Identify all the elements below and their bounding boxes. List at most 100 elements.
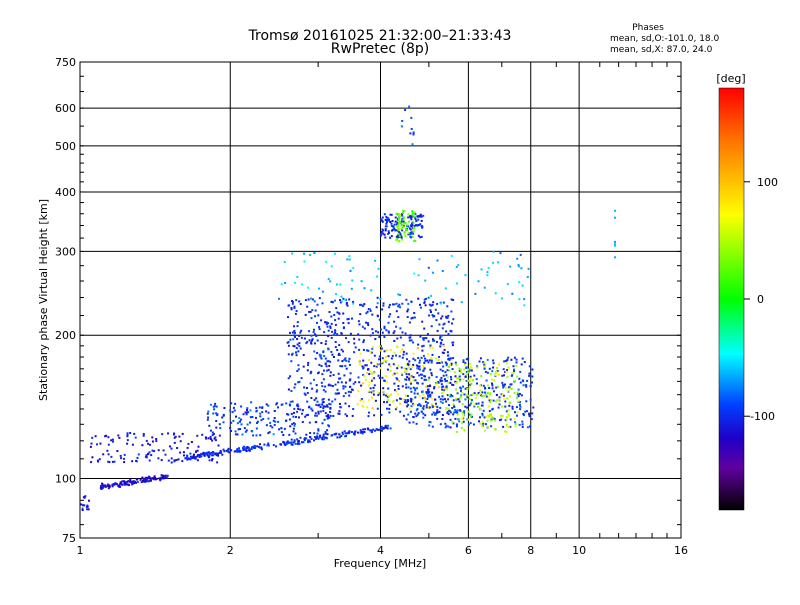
data-point bbox=[521, 420, 524, 423]
data-point bbox=[429, 394, 432, 397]
data-point bbox=[362, 366, 365, 369]
data-point bbox=[411, 224, 414, 227]
data-point bbox=[414, 212, 417, 215]
y-axis-label: Stationary phase Virtual Height [km] bbox=[37, 199, 50, 401]
data-point bbox=[108, 461, 111, 464]
data-point bbox=[512, 365, 515, 368]
data-point bbox=[430, 397, 433, 400]
data-point bbox=[170, 461, 173, 464]
data-point bbox=[384, 229, 387, 232]
data-point bbox=[192, 456, 195, 458]
data-point bbox=[211, 439, 214, 442]
data-point bbox=[331, 353, 334, 356]
data-point bbox=[479, 389, 482, 392]
data-point bbox=[385, 222, 388, 225]
data-point bbox=[408, 373, 411, 376]
data-point bbox=[516, 393, 519, 396]
data-point bbox=[386, 219, 389, 222]
data-point bbox=[260, 448, 263, 451]
data-point bbox=[288, 304, 291, 307]
data-point bbox=[339, 365, 342, 368]
data-point bbox=[287, 316, 289, 319]
data-point bbox=[367, 368, 370, 371]
data-point bbox=[298, 380, 301, 383]
data-point bbox=[337, 359, 340, 362]
data-point bbox=[423, 337, 426, 339]
data-point bbox=[470, 399, 473, 402]
data-point bbox=[316, 435, 319, 438]
data-point bbox=[338, 433, 341, 436]
data-point bbox=[440, 361, 443, 364]
data-point bbox=[291, 353, 293, 356]
data-point bbox=[450, 330, 453, 333]
data-point bbox=[525, 400, 528, 403]
data-point bbox=[457, 377, 460, 379]
data-point bbox=[382, 232, 385, 235]
data-point bbox=[441, 388, 444, 391]
data-point bbox=[498, 419, 501, 422]
data-point bbox=[280, 283, 283, 286]
data-point bbox=[411, 398, 414, 401]
data-point bbox=[514, 411, 516, 414]
data-point bbox=[226, 450, 229, 453]
data-point bbox=[318, 328, 321, 331]
data-point bbox=[107, 483, 110, 486]
data-point bbox=[385, 394, 387, 397]
data-point bbox=[315, 335, 318, 337]
data-point bbox=[385, 225, 388, 228]
data-point bbox=[614, 244, 616, 247]
data-point bbox=[240, 418, 243, 421]
data-point bbox=[431, 425, 434, 428]
data-point bbox=[281, 403, 284, 406]
data-point bbox=[293, 439, 296, 442]
data-point bbox=[290, 308, 293, 311]
data-point bbox=[458, 417, 461, 420]
data-point bbox=[388, 315, 391, 318]
data-point bbox=[405, 383, 408, 386]
data-point bbox=[230, 402, 233, 405]
data-point bbox=[507, 356, 510, 359]
x-tick-label: 6 bbox=[465, 544, 472, 557]
data-point bbox=[388, 395, 391, 398]
data-point bbox=[363, 374, 366, 377]
data-point bbox=[399, 294, 401, 296]
data-point bbox=[378, 318, 381, 321]
data-point bbox=[410, 225, 413, 228]
phases-legend-line2: mean, sd,X: 87.0, 24.0 bbox=[610, 45, 713, 55]
data-point bbox=[528, 415, 531, 418]
data-point bbox=[383, 233, 386, 236]
data-point bbox=[450, 255, 453, 257]
chart-subtitle: RwPretec (8p) bbox=[331, 41, 429, 57]
data-point bbox=[329, 280, 332, 283]
data-point bbox=[353, 337, 356, 340]
data-point bbox=[310, 317, 313, 320]
data-point bbox=[521, 357, 524, 360]
data-point bbox=[299, 436, 302, 439]
data-point bbox=[201, 433, 204, 436]
data-point bbox=[414, 359, 417, 362]
data-point bbox=[439, 379, 442, 382]
data-point bbox=[441, 270, 444, 272]
data-point bbox=[271, 426, 274, 429]
data-point bbox=[394, 389, 396, 392]
data-point bbox=[251, 416, 254, 418]
data-point bbox=[329, 326, 332, 329]
data-point bbox=[450, 298, 453, 301]
data-point bbox=[319, 434, 322, 437]
data-point bbox=[436, 406, 439, 409]
data-point bbox=[614, 256, 616, 259]
data-point bbox=[326, 405, 329, 408]
data-point bbox=[336, 388, 339, 391]
data-point bbox=[516, 396, 518, 399]
data-point bbox=[427, 352, 429, 355]
data-point bbox=[415, 422, 418, 425]
data-point bbox=[374, 259, 377, 262]
data-point bbox=[445, 406, 448, 409]
data-point bbox=[417, 224, 420, 226]
data-point bbox=[411, 212, 414, 214]
data-point bbox=[392, 363, 395, 366]
data-point bbox=[425, 337, 428, 340]
y-tick-label: 200 bbox=[55, 329, 76, 342]
data-point bbox=[364, 428, 367, 431]
data-point bbox=[335, 307, 338, 310]
